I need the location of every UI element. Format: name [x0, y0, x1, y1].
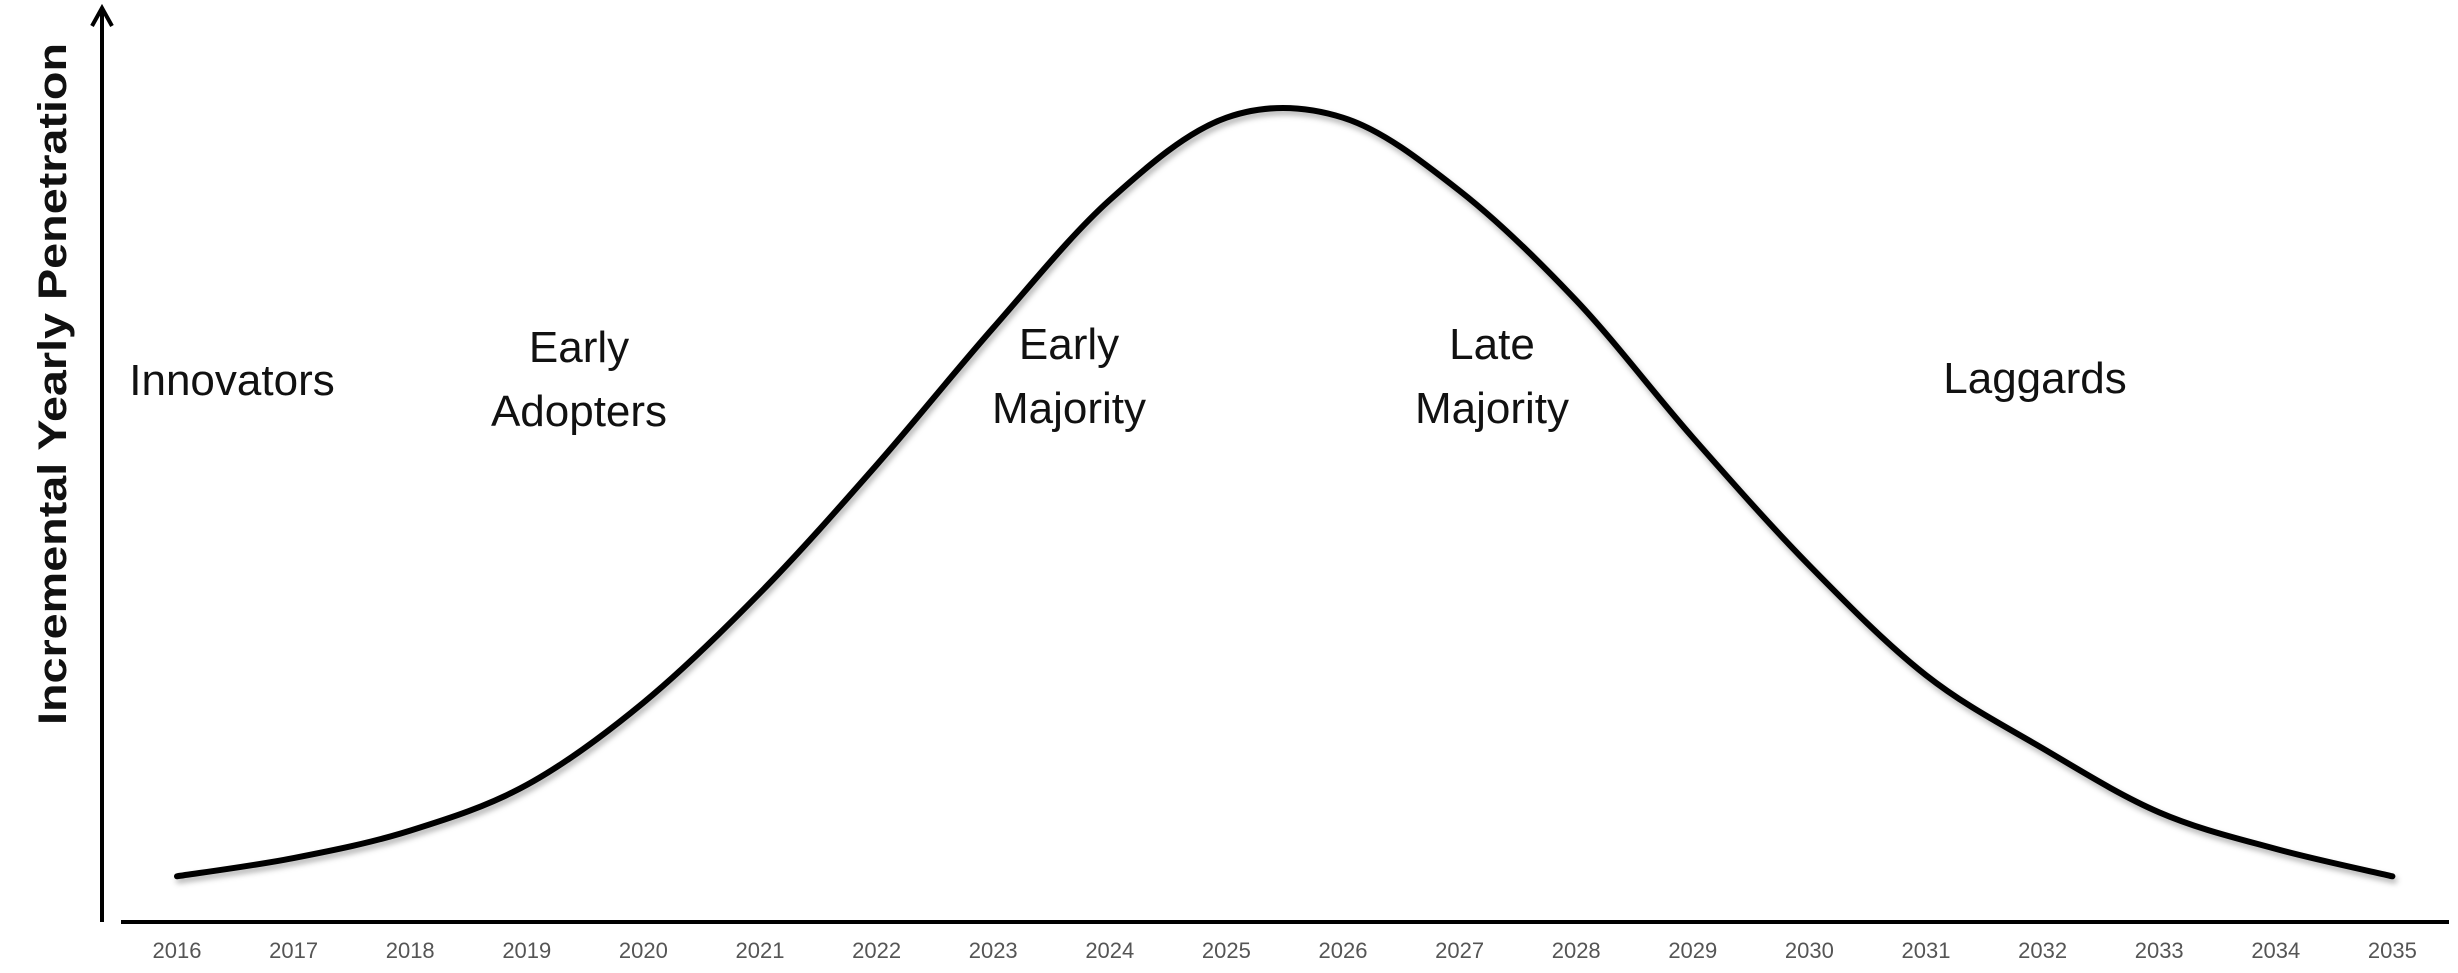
x-tick-label: 2028	[1552, 938, 1601, 963]
x-tick-label: 2017	[269, 938, 318, 963]
x-tick-label: 2029	[1668, 938, 1717, 963]
segment-label: Late	[1449, 320, 1535, 369]
segment-label: Innovators	[129, 356, 334, 405]
y-axis-label: Incremental Yearly Penetration	[31, 43, 75, 725]
x-tick-label: 2034	[2251, 938, 2300, 963]
adoption-curve	[174, 104, 2396, 880]
segment-label: Laggards	[1943, 354, 2126, 403]
x-tick-label: 2018	[386, 938, 435, 963]
x-tick-label: 2019	[502, 938, 551, 963]
x-tick-label: 2027	[1435, 938, 1484, 963]
x-tick-label: 2021	[736, 938, 785, 963]
segment-label: Adopters	[491, 387, 667, 436]
segment-label: Majority	[992, 384, 1146, 433]
x-tick-label: 2020	[619, 938, 668, 963]
segment-label: Early	[529, 323, 629, 372]
x-tick-label: 2035	[2368, 938, 2417, 963]
x-tick-label: 2025	[1202, 938, 1251, 963]
x-tick-label: 2032	[2018, 938, 2067, 963]
segment-label: Early	[1019, 320, 1119, 369]
y-axis-arrow	[90, 3, 114, 27]
x-tick-label: 2033	[2135, 938, 2184, 963]
x-tick-label: 2016	[153, 938, 202, 963]
segment-label: Majority	[1415, 384, 1569, 433]
x-tick-label: 2030	[1785, 938, 1834, 963]
x-tick-label: 2022	[852, 938, 901, 963]
x-tick-label: 2026	[1319, 938, 1368, 963]
x-tick-label: 2031	[1902, 938, 1951, 963]
x-tick-label: 2023	[969, 938, 1018, 963]
x-tick-label: 2024	[1085, 938, 1134, 963]
